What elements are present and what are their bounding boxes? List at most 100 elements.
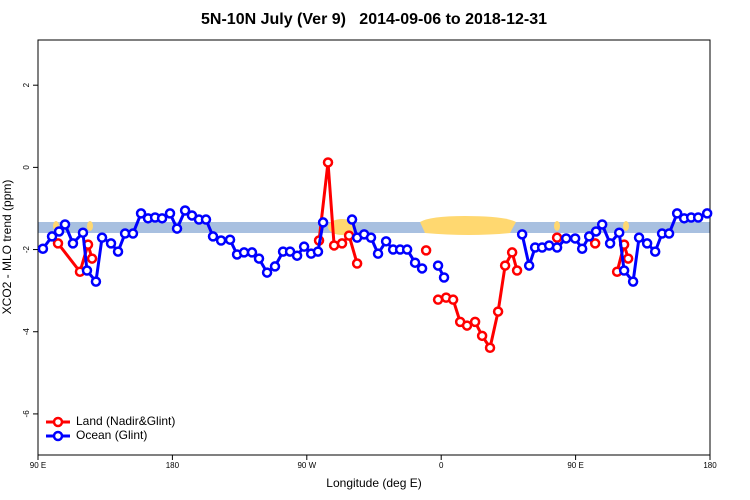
point bbox=[96, 232, 108, 243]
point bbox=[692, 212, 704, 223]
point bbox=[156, 213, 168, 224]
y-tick-label: -4 bbox=[22, 328, 31, 336]
x-tick-label: 90 E bbox=[567, 461, 583, 470]
point bbox=[179, 205, 191, 216]
band-blob bbox=[87, 221, 93, 231]
point bbox=[200, 214, 212, 225]
point bbox=[641, 238, 653, 249]
point bbox=[105, 238, 117, 249]
point bbox=[207, 231, 219, 242]
point bbox=[135, 208, 147, 219]
band bbox=[38, 222, 710, 233]
point bbox=[81, 265, 93, 276]
y-tick-label: 2 bbox=[22, 82, 31, 87]
point bbox=[516, 229, 528, 240]
point bbox=[663, 228, 675, 239]
point bbox=[438, 272, 450, 283]
point bbox=[499, 260, 511, 271]
point bbox=[701, 208, 713, 219]
y-tick-label: -6 bbox=[22, 410, 31, 418]
point bbox=[77, 227, 89, 238]
series-line bbox=[56, 160, 630, 350]
point bbox=[627, 276, 639, 287]
point bbox=[551, 232, 563, 243]
point bbox=[589, 238, 601, 249]
point bbox=[401, 244, 413, 255]
point bbox=[127, 228, 139, 239]
point bbox=[633, 232, 645, 243]
x-tick-label: 180 bbox=[703, 461, 717, 470]
point bbox=[583, 231, 595, 242]
point bbox=[90, 276, 102, 287]
x-tick-label: 0 bbox=[439, 461, 444, 470]
point bbox=[618, 265, 630, 276]
point bbox=[380, 236, 392, 247]
point bbox=[253, 253, 265, 264]
band-blob bbox=[420, 216, 516, 235]
point bbox=[420, 245, 432, 256]
point bbox=[59, 219, 71, 230]
band-blob bbox=[623, 221, 629, 231]
point bbox=[46, 231, 58, 242]
point bbox=[649, 246, 661, 257]
point bbox=[164, 208, 176, 219]
point bbox=[312, 246, 324, 257]
point bbox=[492, 306, 504, 317]
y-tick-label: -2 bbox=[22, 245, 31, 253]
point bbox=[447, 294, 459, 305]
y-tick-label: 0 bbox=[22, 165, 31, 170]
point bbox=[336, 238, 348, 249]
point bbox=[322, 157, 334, 168]
point bbox=[613, 227, 625, 238]
point bbox=[317, 217, 329, 228]
point bbox=[53, 226, 65, 237]
point bbox=[461, 320, 473, 331]
point bbox=[298, 241, 310, 252]
point bbox=[67, 238, 79, 249]
chart-title: 5N-10N July (Ver 9) 2014-09-06 to 2018-1… bbox=[201, 11, 547, 28]
point bbox=[365, 232, 377, 243]
point bbox=[37, 243, 49, 254]
x-tick-label: 180 bbox=[166, 461, 180, 470]
point bbox=[269, 261, 281, 272]
point bbox=[476, 330, 488, 342]
point bbox=[343, 230, 355, 241]
x-axis-label: Longitude (deg E) bbox=[326, 476, 421, 490]
point bbox=[484, 342, 496, 354]
point bbox=[604, 238, 616, 249]
point bbox=[551, 242, 563, 253]
point bbox=[569, 233, 581, 244]
point bbox=[576, 243, 588, 254]
point bbox=[224, 234, 236, 245]
legend-label: Ocean (Glint) bbox=[76, 428, 147, 442]
point bbox=[171, 223, 183, 234]
point bbox=[596, 219, 608, 230]
point bbox=[409, 257, 421, 268]
point bbox=[560, 233, 572, 244]
point bbox=[590, 226, 602, 237]
x-tick-label: 90 W bbox=[297, 461, 316, 470]
point bbox=[372, 248, 384, 259]
point bbox=[432, 294, 444, 305]
legend-marker bbox=[52, 430, 64, 442]
point bbox=[622, 253, 634, 264]
point bbox=[351, 258, 363, 269]
x-tick-label: 90 E bbox=[30, 461, 46, 470]
point bbox=[52, 238, 64, 249]
point bbox=[215, 235, 227, 246]
point bbox=[416, 263, 428, 274]
point bbox=[261, 267, 273, 278]
point bbox=[432, 260, 444, 271]
point bbox=[469, 316, 481, 328]
point bbox=[346, 214, 358, 225]
legend-marker bbox=[52, 416, 64, 428]
point bbox=[523, 260, 535, 271]
point bbox=[511, 265, 523, 276]
point bbox=[671, 208, 683, 219]
y-axis-label: XCO2 - MLO trend (ppm) bbox=[0, 180, 14, 315]
point bbox=[86, 253, 98, 264]
band-blob bbox=[554, 221, 560, 231]
point bbox=[112, 246, 124, 257]
point bbox=[246, 247, 258, 258]
